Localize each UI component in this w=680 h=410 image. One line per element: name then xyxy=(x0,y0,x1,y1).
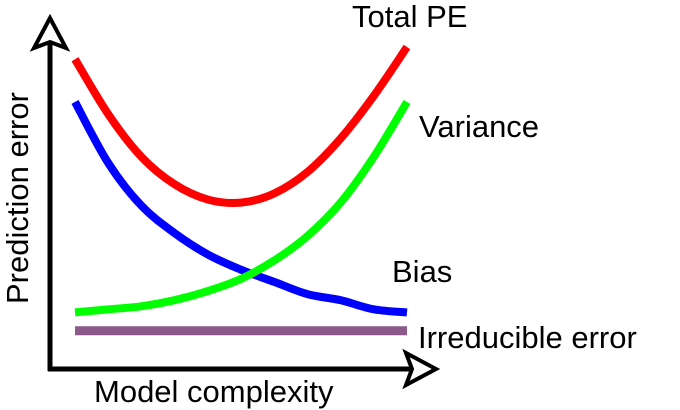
x-axis-label: Model complexity xyxy=(94,374,334,409)
series-line-total-pe xyxy=(71,44,411,207)
y-axis-arrowhead xyxy=(29,13,71,52)
x-axis-arrowhead xyxy=(402,348,441,390)
series-line-bias xyxy=(71,100,408,317)
series-label-bias: Bias xyxy=(392,254,452,289)
series-label-variance: Variance xyxy=(419,109,539,144)
series-label-irreducible-error: Irreducible error xyxy=(418,320,637,355)
series-layer xyxy=(71,44,411,336)
series-line-variance xyxy=(74,99,411,317)
y-axis-label: Prediction error xyxy=(0,92,35,304)
series-label-total-pe: Total PE xyxy=(352,0,467,34)
